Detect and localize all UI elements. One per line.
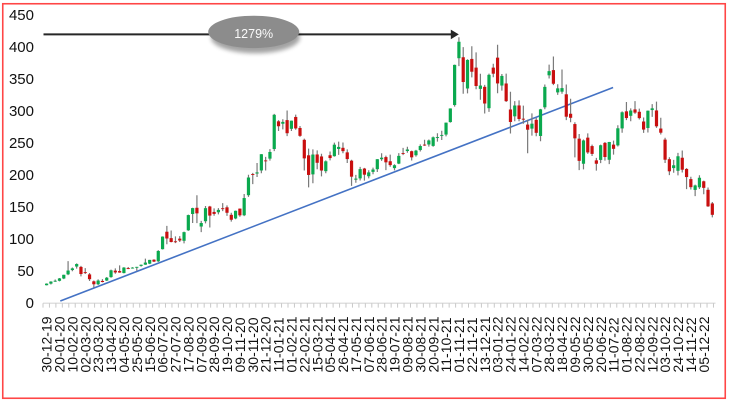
svg-text:450: 450 [9,7,34,24]
svg-text:18-04-22: 18-04-22 [554,316,570,372]
svg-text:250: 250 [9,135,34,152]
svg-text:17-08-20: 17-08-20 [180,316,196,372]
svg-text:01-02-21: 01-02-21 [284,316,300,372]
svg-text:09-11-20: 09-11-20 [232,317,248,372]
svg-text:14-11-22: 14-11-22 [683,317,699,372]
svg-text:13-04-20: 13-04-20 [103,316,119,372]
svg-text:03-10-22: 03-10-22 [657,316,673,372]
svg-text:09-08-21: 09-08-21 [400,316,416,372]
svg-text:350: 350 [9,71,34,88]
svg-text:06-07-20: 06-07-20 [155,316,171,372]
svg-text:04-05-20: 04-05-20 [116,316,132,372]
svg-text:27-07-20: 27-07-20 [168,316,184,372]
svg-text:30-11-20: 30-11-20 [245,317,261,372]
svg-text:20-06-22: 20-06-22 [593,316,609,372]
svg-text:21-12-20: 21-12-20 [258,316,274,372]
svg-text:15-06-20: 15-06-20 [142,316,158,372]
svg-text:12-09-22: 12-09-22 [644,316,660,372]
svg-text:24-01-22: 24-01-22 [503,316,519,372]
svg-text:1279%: 1279% [234,27,273,41]
svg-text:24-10-22: 24-10-22 [670,316,686,372]
svg-text:05-12-22: 05-12-22 [696,316,712,372]
svg-text:300: 300 [9,103,34,120]
svg-text:22-02-21: 22-02-21 [296,316,312,372]
svg-text:13-12-21: 13-12-21 [477,316,493,372]
svg-text:03-01-22: 03-01-22 [490,316,506,372]
svg-text:10-02-20: 10-02-20 [65,316,81,372]
svg-text:07-06-21: 07-06-21 [361,316,377,372]
svg-text:09-05-22: 09-05-22 [567,316,583,372]
svg-text:05-04-21: 05-04-21 [322,316,338,372]
svg-text:11-10-21: 11-10-21 [438,317,454,372]
svg-text:15-03-21: 15-03-21 [309,316,325,372]
svg-text:30-12-19: 30-12-19 [39,316,55,372]
svg-text:20-09-21: 20-09-21 [425,316,441,372]
svg-text:26-04-21: 26-04-21 [335,316,351,372]
svg-text:150: 150 [9,199,34,216]
svg-text:22-11-21: 22-11-21 [464,317,480,372]
svg-text:14-02-22: 14-02-22 [515,316,531,372]
svg-text:07-03-22: 07-03-22 [528,316,544,372]
svg-text:02-03-20: 02-03-20 [77,316,93,372]
svg-text:0: 0 [26,295,34,312]
svg-text:25-05-20: 25-05-20 [129,316,145,372]
svg-text:01-08-22: 01-08-22 [619,316,635,372]
svg-text:11-07-22: 11-07-22 [606,317,622,372]
svg-text:50: 50 [17,263,34,280]
svg-text:17-05-21: 17-05-21 [348,316,364,372]
svg-text:23-03-20: 23-03-20 [90,316,106,372]
svg-text:30-08-21: 30-08-21 [412,316,428,372]
svg-text:400: 400 [9,39,34,56]
svg-text:30-05-22: 30-05-22 [580,316,596,372]
svg-text:11-01-21: 11-01-21 [271,317,287,372]
svg-text:01-11-21: 01-11-21 [451,317,467,372]
svg-text:100: 100 [9,231,34,248]
svg-text:19-07-21: 19-07-21 [387,316,403,372]
svg-text:19-10-20: 19-10-20 [219,316,235,372]
svg-text:22-08-22: 22-08-22 [631,316,647,372]
svg-text:28-03-22: 28-03-22 [541,316,557,372]
svg-text:20-01-20: 20-01-20 [52,316,68,372]
svg-text:07-09-20: 07-09-20 [193,316,209,372]
svg-text:28-06-21: 28-06-21 [374,316,390,372]
svg-text:28-09-20: 28-09-20 [206,316,222,372]
svg-text:200: 200 [9,167,34,184]
